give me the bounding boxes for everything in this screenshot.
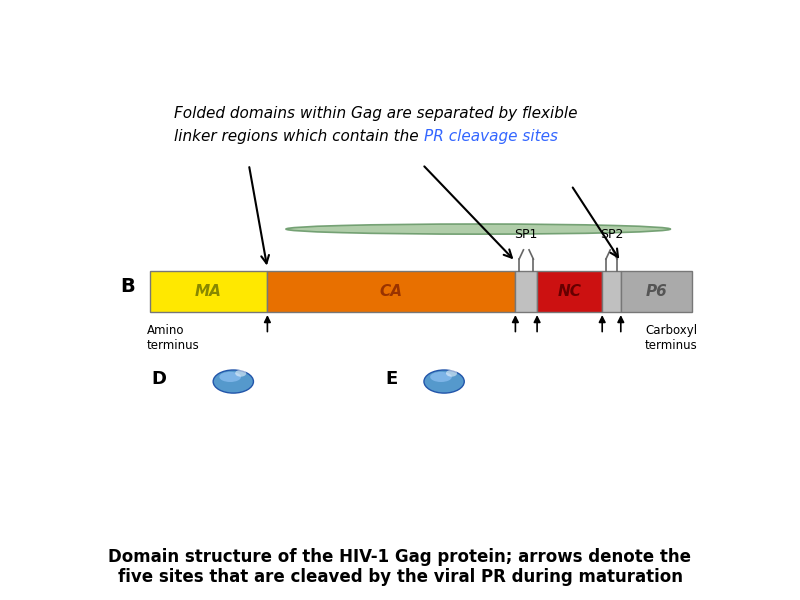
Bar (267, 271, 515, 312)
Text: D: D (151, 370, 166, 388)
Ellipse shape (446, 370, 457, 377)
Text: E: E (386, 370, 398, 388)
Text: linker regions which contain the: linker regions which contain the (174, 128, 424, 143)
Ellipse shape (286, 224, 670, 234)
Text: CA: CA (380, 284, 403, 299)
Ellipse shape (219, 372, 241, 382)
Text: Amino
terminus: Amino terminus (146, 324, 199, 352)
Bar (150, 271, 267, 312)
Text: Carboxyl
terminus: Carboxyl terminus (644, 324, 697, 352)
Text: SP2: SP2 (600, 227, 623, 241)
Text: P6: P6 (646, 284, 667, 299)
Text: B: B (121, 277, 135, 296)
Ellipse shape (424, 370, 464, 393)
Text: NC: NC (558, 284, 582, 299)
Ellipse shape (213, 370, 254, 393)
Text: SP1: SP1 (514, 227, 538, 241)
Bar (537, 271, 602, 312)
Text: PR cleavage sites: PR cleavage sites (424, 128, 558, 143)
Bar (602, 271, 621, 312)
Text: Domain structure of the HIV-1 Gag protein; arrows denote the
five sites that are: Domain structure of the HIV-1 Gag protei… (109, 548, 691, 586)
Ellipse shape (235, 370, 246, 377)
Ellipse shape (430, 372, 452, 382)
Bar (515, 271, 537, 312)
Text: Folded domains within Gag are separated by flexible: Folded domains within Gag are separated … (174, 106, 578, 121)
Bar (621, 271, 692, 312)
Text: MA: MA (195, 284, 222, 299)
